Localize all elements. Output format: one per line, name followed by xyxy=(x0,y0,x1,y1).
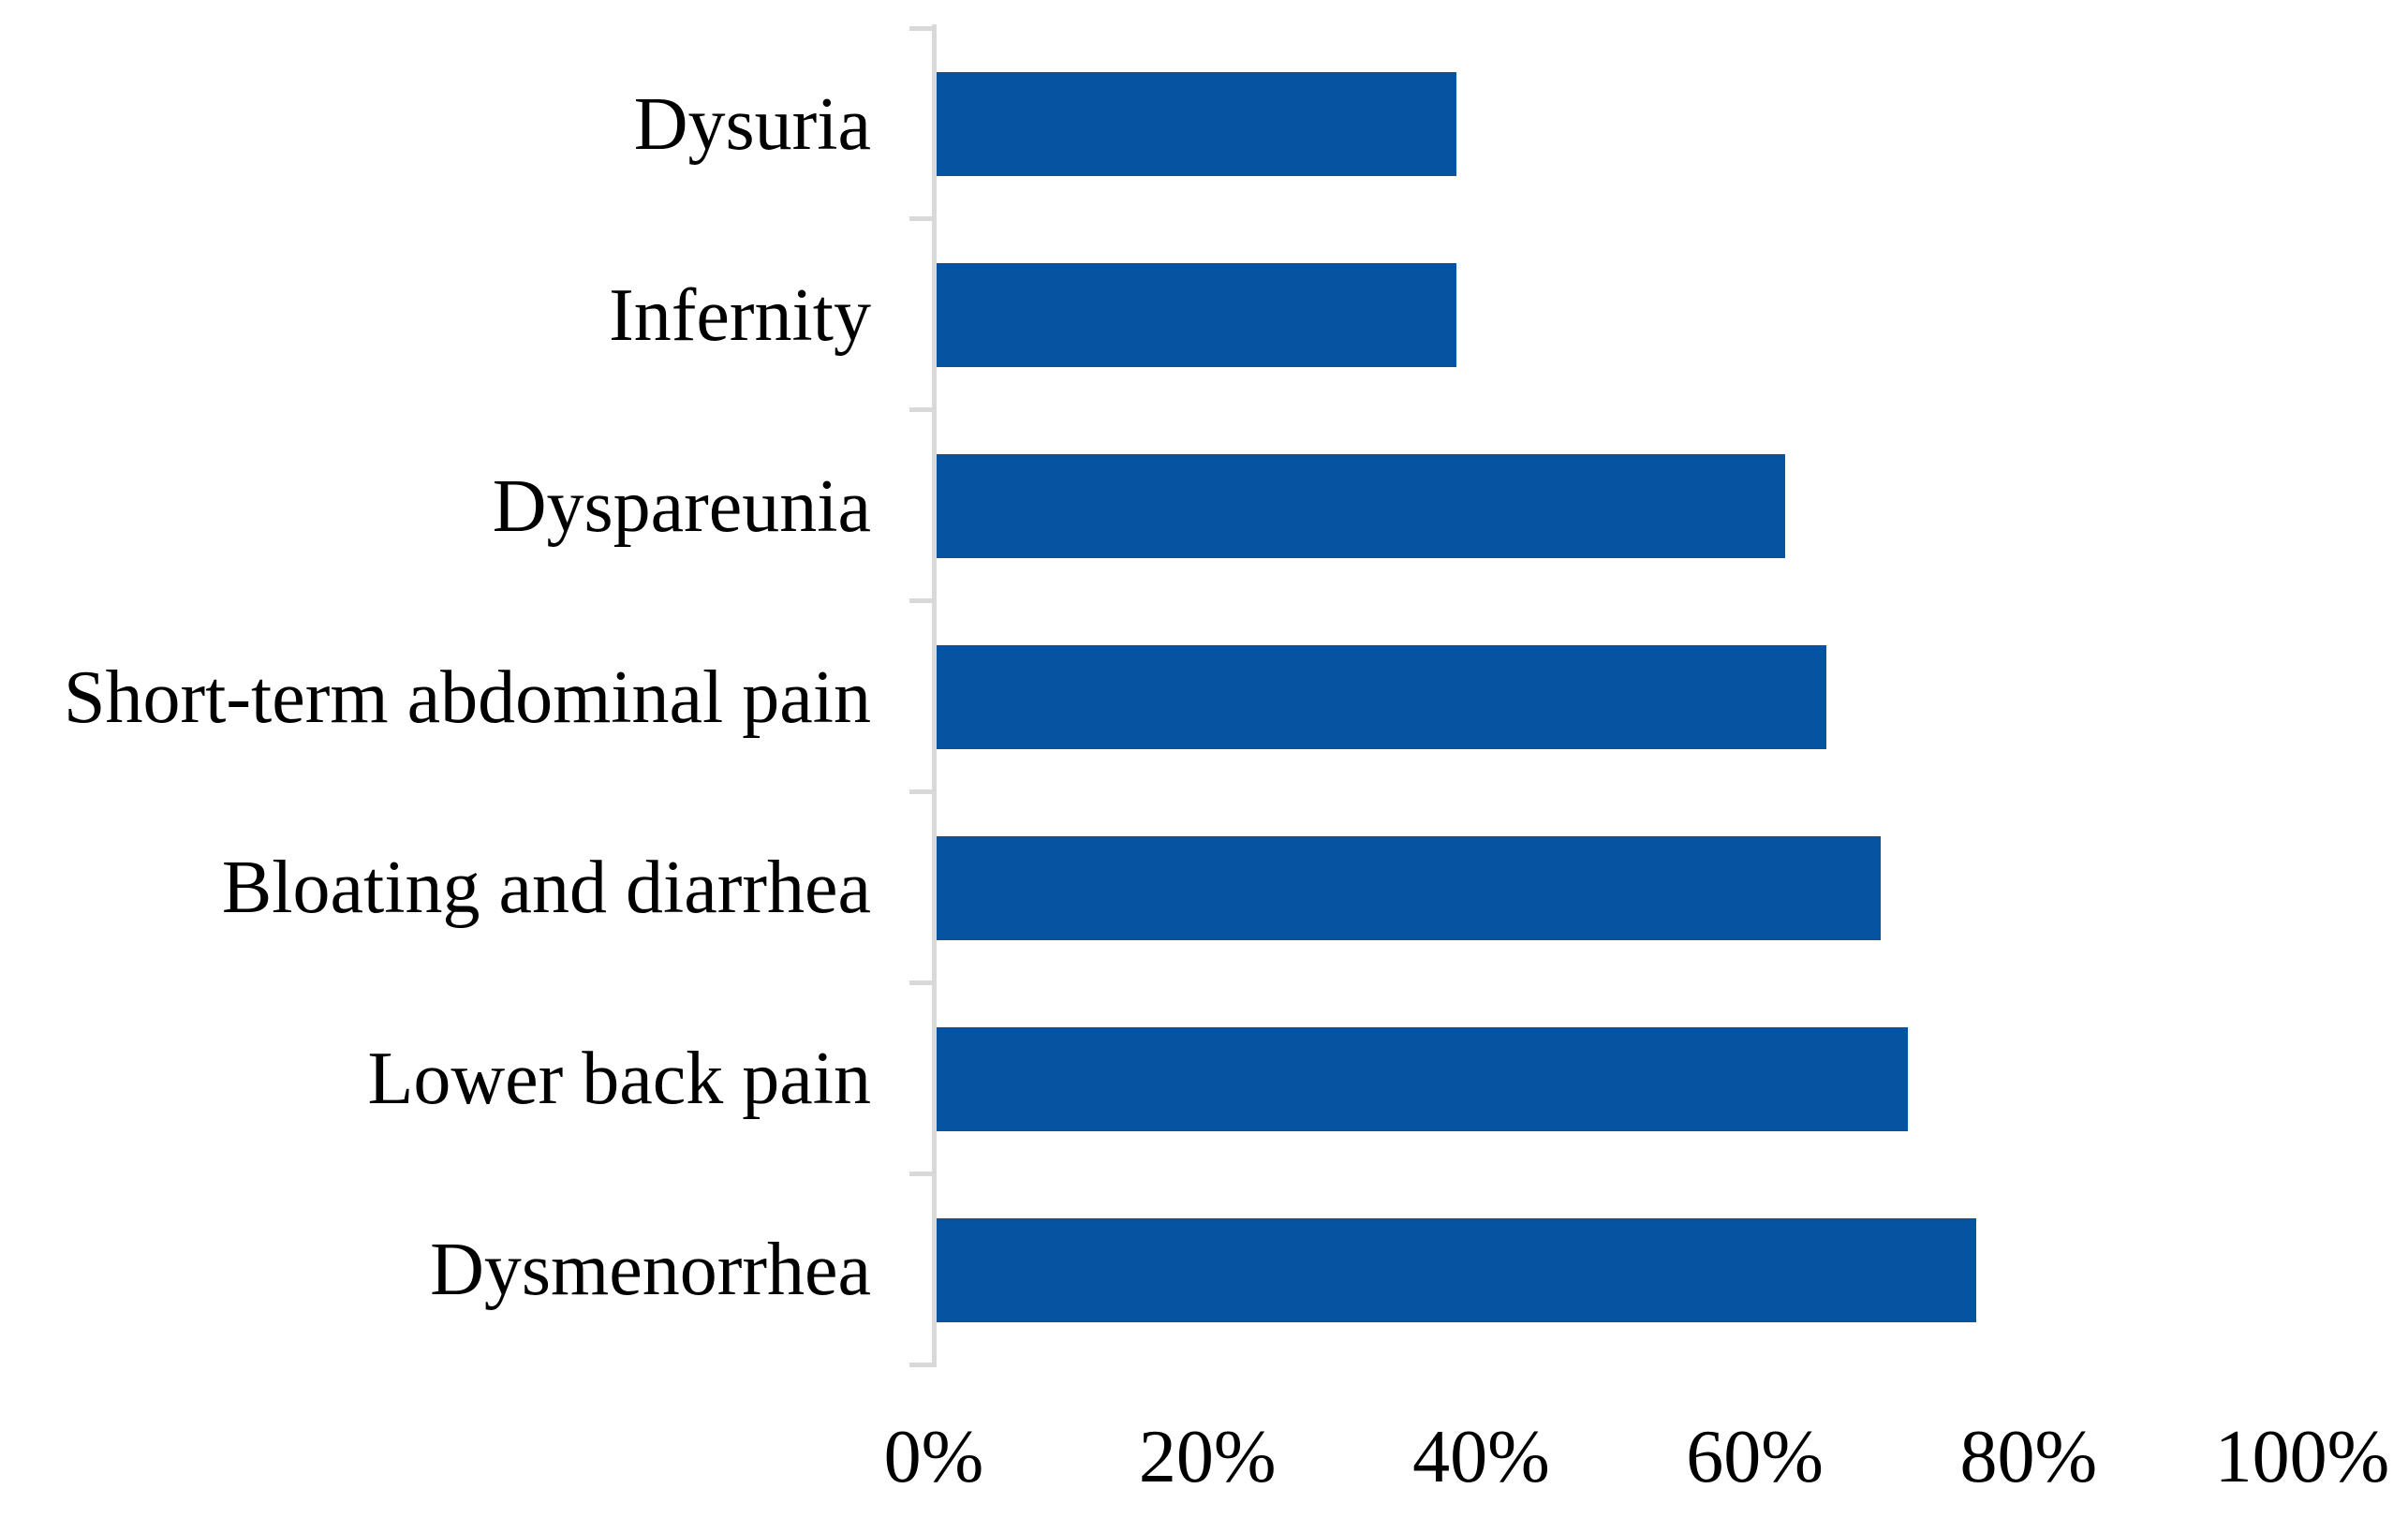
bar-short-term-abdominal-pain xyxy=(937,645,1826,749)
x-axis-tick-label: 40% xyxy=(1412,1416,1550,1498)
bar-dysmenorrhea xyxy=(937,1217,1976,1322)
axis-tick xyxy=(909,598,937,604)
category-label: Short-term abdominal pain xyxy=(63,656,871,739)
axis-tick xyxy=(909,788,937,794)
bar-lower-back-pain xyxy=(937,1026,1908,1131)
category-label: Dysuria xyxy=(633,82,871,166)
x-axis-tick-label: 0% xyxy=(883,1416,984,1498)
bar-dysuria xyxy=(937,72,1456,177)
axis-tick xyxy=(909,407,937,413)
axis-tick xyxy=(909,216,937,222)
category-label: Dyspareunia xyxy=(492,464,871,548)
x-axis-tick-label: 80% xyxy=(1959,1416,2098,1498)
bar-infernity xyxy=(937,263,1456,368)
x-axis-tick-label: 100% xyxy=(2214,1416,2390,1498)
axis-tick xyxy=(909,25,937,31)
y-axis-line xyxy=(932,24,937,1367)
axis-tick xyxy=(909,1171,937,1176)
axis-tick xyxy=(909,1362,937,1367)
bar-bloating-and-diarrhea xyxy=(937,835,1881,940)
category-label: Bloating and diarrhea xyxy=(221,847,871,930)
x-axis-tick-label: 60% xyxy=(1686,1416,1824,1498)
category-label: Infernity xyxy=(609,273,871,357)
axis-tick xyxy=(909,980,937,985)
category-label: Dysmenorrhea xyxy=(430,1229,871,1312)
category-label: Lower back pain xyxy=(367,1038,871,1121)
x-axis-tick-label: 20% xyxy=(1138,1416,1277,1498)
bar-dyspareunia xyxy=(937,454,1785,559)
